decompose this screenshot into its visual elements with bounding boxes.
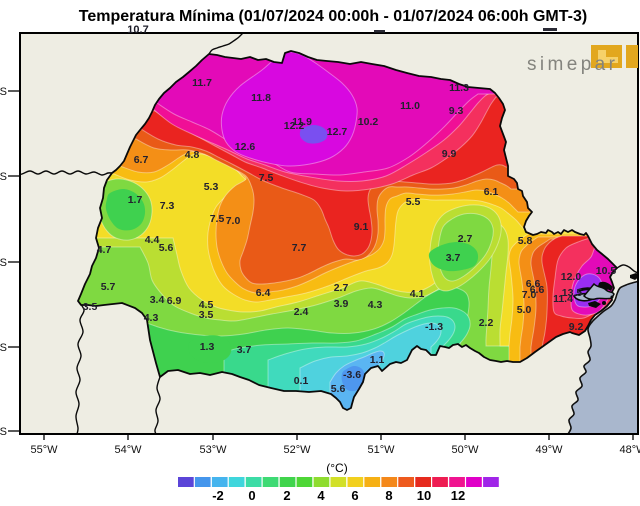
svg-text:6.6: 6.6 <box>530 284 545 296</box>
svg-text:11.9: 11.9 <box>292 116 312 128</box>
svg-text:4.5: 4.5 <box>199 299 214 311</box>
svg-text:7.3: 7.3 <box>160 200 175 212</box>
svg-text:23°S: 23°S <box>0 86 7 98</box>
svg-text:48°W: 48°W <box>619 444 640 456</box>
svg-text:54°W: 54°W <box>114 444 142 456</box>
svg-text:4.7: 4.7 <box>97 244 112 256</box>
svg-text:9.9: 9.9 <box>442 148 457 160</box>
svg-text:3.5: 3.5 <box>199 309 214 321</box>
svg-text:10.5: 10.5 <box>596 265 617 277</box>
svg-text:7.5: 7.5 <box>259 172 274 184</box>
svg-text:24°S: 24°S <box>0 171 7 183</box>
svg-text:4.1: 4.1 <box>410 288 425 300</box>
svg-text:7.5: 7.5 <box>210 213 225 225</box>
svg-text:12: 12 <box>451 488 465 503</box>
svg-text:8: 8 <box>385 488 392 503</box>
svg-text:6.9: 6.9 <box>167 295 182 307</box>
svg-text:53°W: 53°W <box>199 444 227 456</box>
svg-text:4.4: 4.4 <box>145 234 160 246</box>
svg-text:(°C): (°C) <box>326 461 347 475</box>
svg-text:12.7: 12.7 <box>327 126 348 138</box>
svg-text:11.3: 11.3 <box>449 82 469 94</box>
svg-text:10: 10 <box>417 488 431 503</box>
svg-text:12.2: 12.2 <box>284 120 305 132</box>
svg-text:-1.3: -1.3 <box>425 321 443 333</box>
svg-text:-3.6: -3.6 <box>343 369 361 381</box>
svg-text:5.3: 5.3 <box>204 181 219 193</box>
svg-text:49°W: 49°W <box>535 444 563 456</box>
svg-text:simepar: simepar <box>527 54 618 75</box>
svg-text:11.8: 11.8 <box>251 92 271 104</box>
svg-text:11.0: 11.0 <box>400 100 420 112</box>
svg-text:5.6: 5.6 <box>331 383 346 395</box>
svg-text:4: 4 <box>317 488 325 503</box>
svg-text:2.2: 2.2 <box>479 317 494 329</box>
svg-text:13.5: 13.5 <box>562 287 583 299</box>
svg-text:55°W: 55°W <box>30 444 58 456</box>
svg-text:5.6: 5.6 <box>159 242 174 254</box>
svg-text:2.7: 2.7 <box>458 233 473 245</box>
svg-text:5.8: 5.8 <box>518 235 533 247</box>
svg-text:52°W: 52°W <box>283 444 311 456</box>
svg-text:10.7: 10.7 <box>127 24 148 36</box>
svg-text:9.2: 9.2 <box>569 321 584 333</box>
svg-text:1.3: 1.3 <box>200 341 215 353</box>
svg-text:10.2: 10.2 <box>358 116 379 128</box>
svg-text:6.7: 6.7 <box>134 154 149 166</box>
svg-text:11.4: 11.4 <box>553 293 573 305</box>
svg-text:27°S: 27°S <box>0 426 7 438</box>
svg-text:9.1: 9.1 <box>354 221 369 233</box>
svg-text:5.7: 5.7 <box>101 281 116 293</box>
svg-text:0: 0 <box>248 488 255 503</box>
svg-text:0.1: 0.1 <box>294 375 309 387</box>
svg-text:7.0: 7.0 <box>522 289 537 301</box>
svg-text:3.5: 3.5 <box>83 301 98 313</box>
svg-text:12.0: 12.0 <box>561 271 582 283</box>
svg-text:6.4: 6.4 <box>256 287 271 299</box>
svg-text:3.9: 3.9 <box>334 298 349 310</box>
svg-text:3.7: 3.7 <box>446 252 461 264</box>
svg-text:5.5: 5.5 <box>406 196 421 208</box>
svg-text:2: 2 <box>283 488 290 503</box>
svg-text:6: 6 <box>351 488 358 503</box>
svg-text:Temperatura Mínima (01/07/2024: Temperatura Mínima (01/07/2024 00:00h - … <box>79 8 587 25</box>
svg-text:4.3: 4.3 <box>368 299 383 311</box>
svg-text:9.3: 9.3 <box>449 105 464 117</box>
svg-text:6.6: 6.6 <box>526 278 541 290</box>
svg-text:4.8: 4.8 <box>185 149 200 161</box>
svg-text:7.0: 7.0 <box>226 215 241 227</box>
svg-text:1.1: 1.1 <box>370 354 385 366</box>
svg-text:11.7: 11.7 <box>192 77 212 89</box>
svg-text:6.1: 6.1 <box>484 186 499 198</box>
svg-text:2.4: 2.4 <box>294 306 309 318</box>
svg-text:2.7: 2.7 <box>334 282 349 294</box>
svg-text:3.7: 3.7 <box>237 344 252 356</box>
svg-text:26°S: 26°S <box>0 342 7 354</box>
svg-text:7.7: 7.7 <box>292 242 307 254</box>
svg-text:3.4: 3.4 <box>150 294 165 306</box>
svg-text:5.0: 5.0 <box>517 304 532 316</box>
svg-text:1.7: 1.7 <box>128 194 143 206</box>
svg-text:25°S: 25°S <box>0 257 7 269</box>
svg-text:50°W: 50°W <box>451 444 479 456</box>
svg-text:4.3: 4.3 <box>144 312 159 324</box>
svg-text:-2: -2 <box>212 488 224 503</box>
svg-text:12.6: 12.6 <box>235 141 256 153</box>
svg-text:51°W: 51°W <box>367 444 395 456</box>
